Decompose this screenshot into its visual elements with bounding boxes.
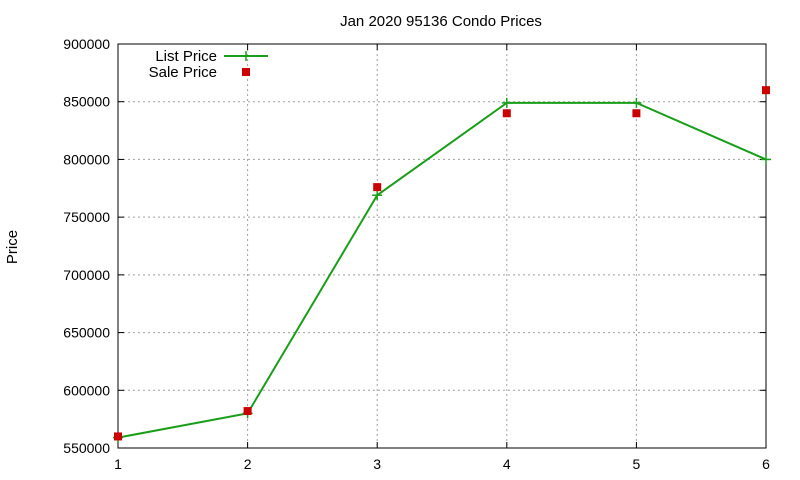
y-axis-label: Price [4,230,21,264]
tick-labels: 550000 600000 650000 700000 750000 800000 8500… [63,36,770,472]
sale-price-point [114,432,122,441]
legend-label: List Price [155,48,217,65]
list-price-line [117,101,767,439]
y-tick-label: 700000 [63,267,110,283]
y-tick-label: 600000 [63,382,110,398]
sale-price-point [373,183,382,192]
y-tick-label: 750000 [63,209,110,225]
sale-price-point [762,86,770,95]
y-tick-label: 900000 [63,36,110,52]
x-tick-label: 5 [633,456,641,472]
x-tick-label: 4 [503,456,511,472]
y-tick-label: 550000 [63,440,110,456]
series-list-price [113,97,771,443]
series [113,86,771,443]
grid [118,44,766,448]
legend-item-sale-price: Sale Price [149,64,250,81]
y-tick-label: 850000 [63,94,110,110]
x-tick-label: 6 [762,456,770,472]
legend-label: Sale Price [149,64,217,81]
list-price-point [372,190,383,201]
sale-price-point [502,109,511,118]
legend-item-list-price: List Price [155,48,268,65]
sale-price-point [632,109,641,118]
series-sale-price [114,86,770,441]
x-tick-label: 3 [373,456,381,472]
list-price-point [501,97,512,108]
plot-frame [117,43,767,449]
list-price-point [761,154,771,165]
legend-swatch-marker [241,51,251,61]
y-tick-label: 650000 [63,325,110,341]
y-tick-label: 800000 [63,151,110,167]
x-tick-label: 1 [114,456,122,472]
legend-swatch-marker [242,68,250,76]
x-tick-label: 2 [244,456,252,472]
sale-price-point [243,407,252,416]
chart-title: Jan 2020 95136 Condo Prices [340,13,542,30]
list-price-point [631,97,642,108]
